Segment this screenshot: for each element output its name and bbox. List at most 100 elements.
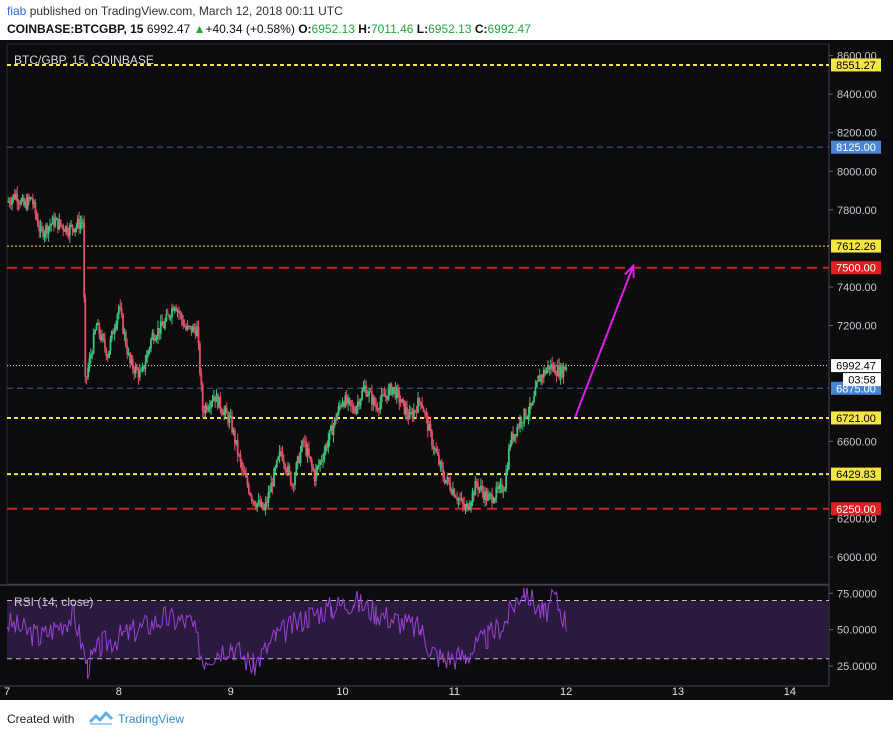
candle-body bbox=[506, 468, 509, 472]
candle-body bbox=[34, 202, 37, 214]
candle-body bbox=[39, 226, 42, 232]
candle-body bbox=[326, 445, 328, 448]
candle-body bbox=[552, 365, 555, 370]
candle-body bbox=[535, 381, 538, 387]
price-tick-label: 6200.00 bbox=[837, 513, 877, 525]
level-badge bbox=[831, 58, 881, 72]
candle-body bbox=[361, 390, 363, 400]
candle-body bbox=[216, 394, 219, 408]
chart-header: fiab published on TradingView.com, March… bbox=[0, 0, 893, 40]
countdown-label: 03:58 bbox=[848, 375, 876, 387]
level-badge bbox=[831, 239, 881, 253]
candle-body bbox=[449, 482, 452, 490]
candle-body bbox=[398, 391, 401, 403]
candle-body bbox=[561, 366, 563, 378]
candle-body bbox=[429, 424, 432, 432]
time-tick-label: 7 bbox=[4, 686, 10, 698]
chart-svg[interactable]: 8600.008400.008200.008000.007800.007400.… bbox=[0, 40, 893, 700]
candle-body bbox=[528, 402, 531, 414]
tradingview-logo-icon[interactable] bbox=[88, 710, 114, 726]
candle-body bbox=[439, 461, 442, 465]
candle-body bbox=[74, 228, 77, 232]
candle-body bbox=[71, 224, 74, 229]
candle-body bbox=[148, 347, 151, 351]
candle-body bbox=[376, 407, 379, 410]
candle-body bbox=[47, 226, 50, 234]
low-value: 6952.13 bbox=[428, 22, 472, 36]
level-badge-label: 7612.26 bbox=[836, 241, 876, 253]
candle-body bbox=[474, 481, 477, 496]
candle-body bbox=[295, 462, 298, 476]
arrow-shaft bbox=[574, 265, 635, 418]
candle-body bbox=[288, 466, 291, 472]
candle-body bbox=[183, 325, 186, 327]
candle-body bbox=[106, 356, 109, 358]
candle-body bbox=[31, 198, 34, 205]
candle-body bbox=[236, 440, 239, 455]
candle-body bbox=[502, 490, 505, 492]
candle-body bbox=[115, 324, 117, 330]
candle-body bbox=[523, 408, 526, 423]
level-badge bbox=[831, 359, 881, 373]
rsi-line bbox=[6, 587, 567, 679]
candle-body bbox=[196, 326, 199, 336]
candle-body bbox=[347, 398, 350, 404]
rsi-tick-label: 25.0000 bbox=[837, 661, 877, 673]
rsi-label: RSI (14, close) bbox=[14, 595, 93, 609]
candle-body bbox=[418, 398, 421, 402]
candle-body bbox=[513, 434, 516, 441]
candle-body bbox=[108, 350, 110, 358]
candle-body bbox=[556, 365, 559, 377]
candle-body bbox=[531, 402, 534, 406]
candle-body bbox=[232, 430, 235, 433]
candle-body bbox=[271, 483, 274, 487]
candle-body bbox=[266, 501, 268, 503]
candle-body bbox=[175, 307, 178, 312]
candle-body bbox=[316, 466, 319, 470]
candle-body bbox=[157, 328, 159, 338]
candle-body bbox=[212, 396, 215, 401]
candle-body bbox=[500, 483, 503, 492]
time-axis[interactable]: 7 8 9 10 11 12 13 14 bbox=[4, 686, 796, 698]
candle-body bbox=[240, 461, 243, 470]
candle-body bbox=[558, 365, 561, 378]
trend-arrow[interactable] bbox=[574, 263, 635, 418]
price-tick-label: 7200.00 bbox=[837, 321, 877, 333]
candle-body bbox=[477, 483, 480, 490]
candle-body bbox=[235, 440, 238, 444]
candle-body bbox=[18, 203, 21, 205]
candle-body bbox=[563, 366, 566, 370]
candle-body bbox=[144, 362, 147, 370]
price-tick-label: 7400.00 bbox=[837, 282, 877, 294]
candle-body bbox=[473, 491, 475, 496]
candle-body bbox=[224, 407, 227, 411]
candle-body bbox=[309, 456, 312, 460]
chart-area[interactable]: 8600.00 8400.00 8200.00 8000.00 7800.00 7400.… bbox=[0, 40, 893, 700]
candle-body bbox=[50, 224, 53, 226]
candle-body bbox=[259, 500, 261, 507]
candle-body bbox=[510, 432, 513, 445]
candle-body bbox=[485, 491, 488, 501]
candle-body bbox=[20, 199, 23, 205]
candle-body bbox=[145, 353, 148, 363]
candle-body bbox=[328, 430, 331, 441]
candle-body bbox=[440, 461, 443, 469]
candle-body bbox=[298, 456, 301, 464]
candle-body bbox=[386, 395, 389, 400]
author-link[interactable]: fiab bbox=[7, 4, 27, 18]
candle-body bbox=[284, 464, 287, 470]
candle-body bbox=[85, 376, 88, 378]
candle-body bbox=[287, 466, 289, 473]
candle-body bbox=[538, 375, 541, 382]
candle-body bbox=[417, 398, 419, 413]
high-value: 7011.46 bbox=[370, 22, 414, 36]
candle-body bbox=[428, 424, 431, 431]
candle-body bbox=[70, 224, 73, 226]
candle-body bbox=[131, 359, 134, 370]
candle-body bbox=[495, 486, 498, 499]
candle-body bbox=[12, 194, 15, 199]
candle-body bbox=[545, 369, 548, 374]
tradingview-brand-link[interactable]: TradingView bbox=[118, 712, 185, 726]
candle-body bbox=[83, 222, 86, 299]
candle-body bbox=[399, 402, 402, 404]
